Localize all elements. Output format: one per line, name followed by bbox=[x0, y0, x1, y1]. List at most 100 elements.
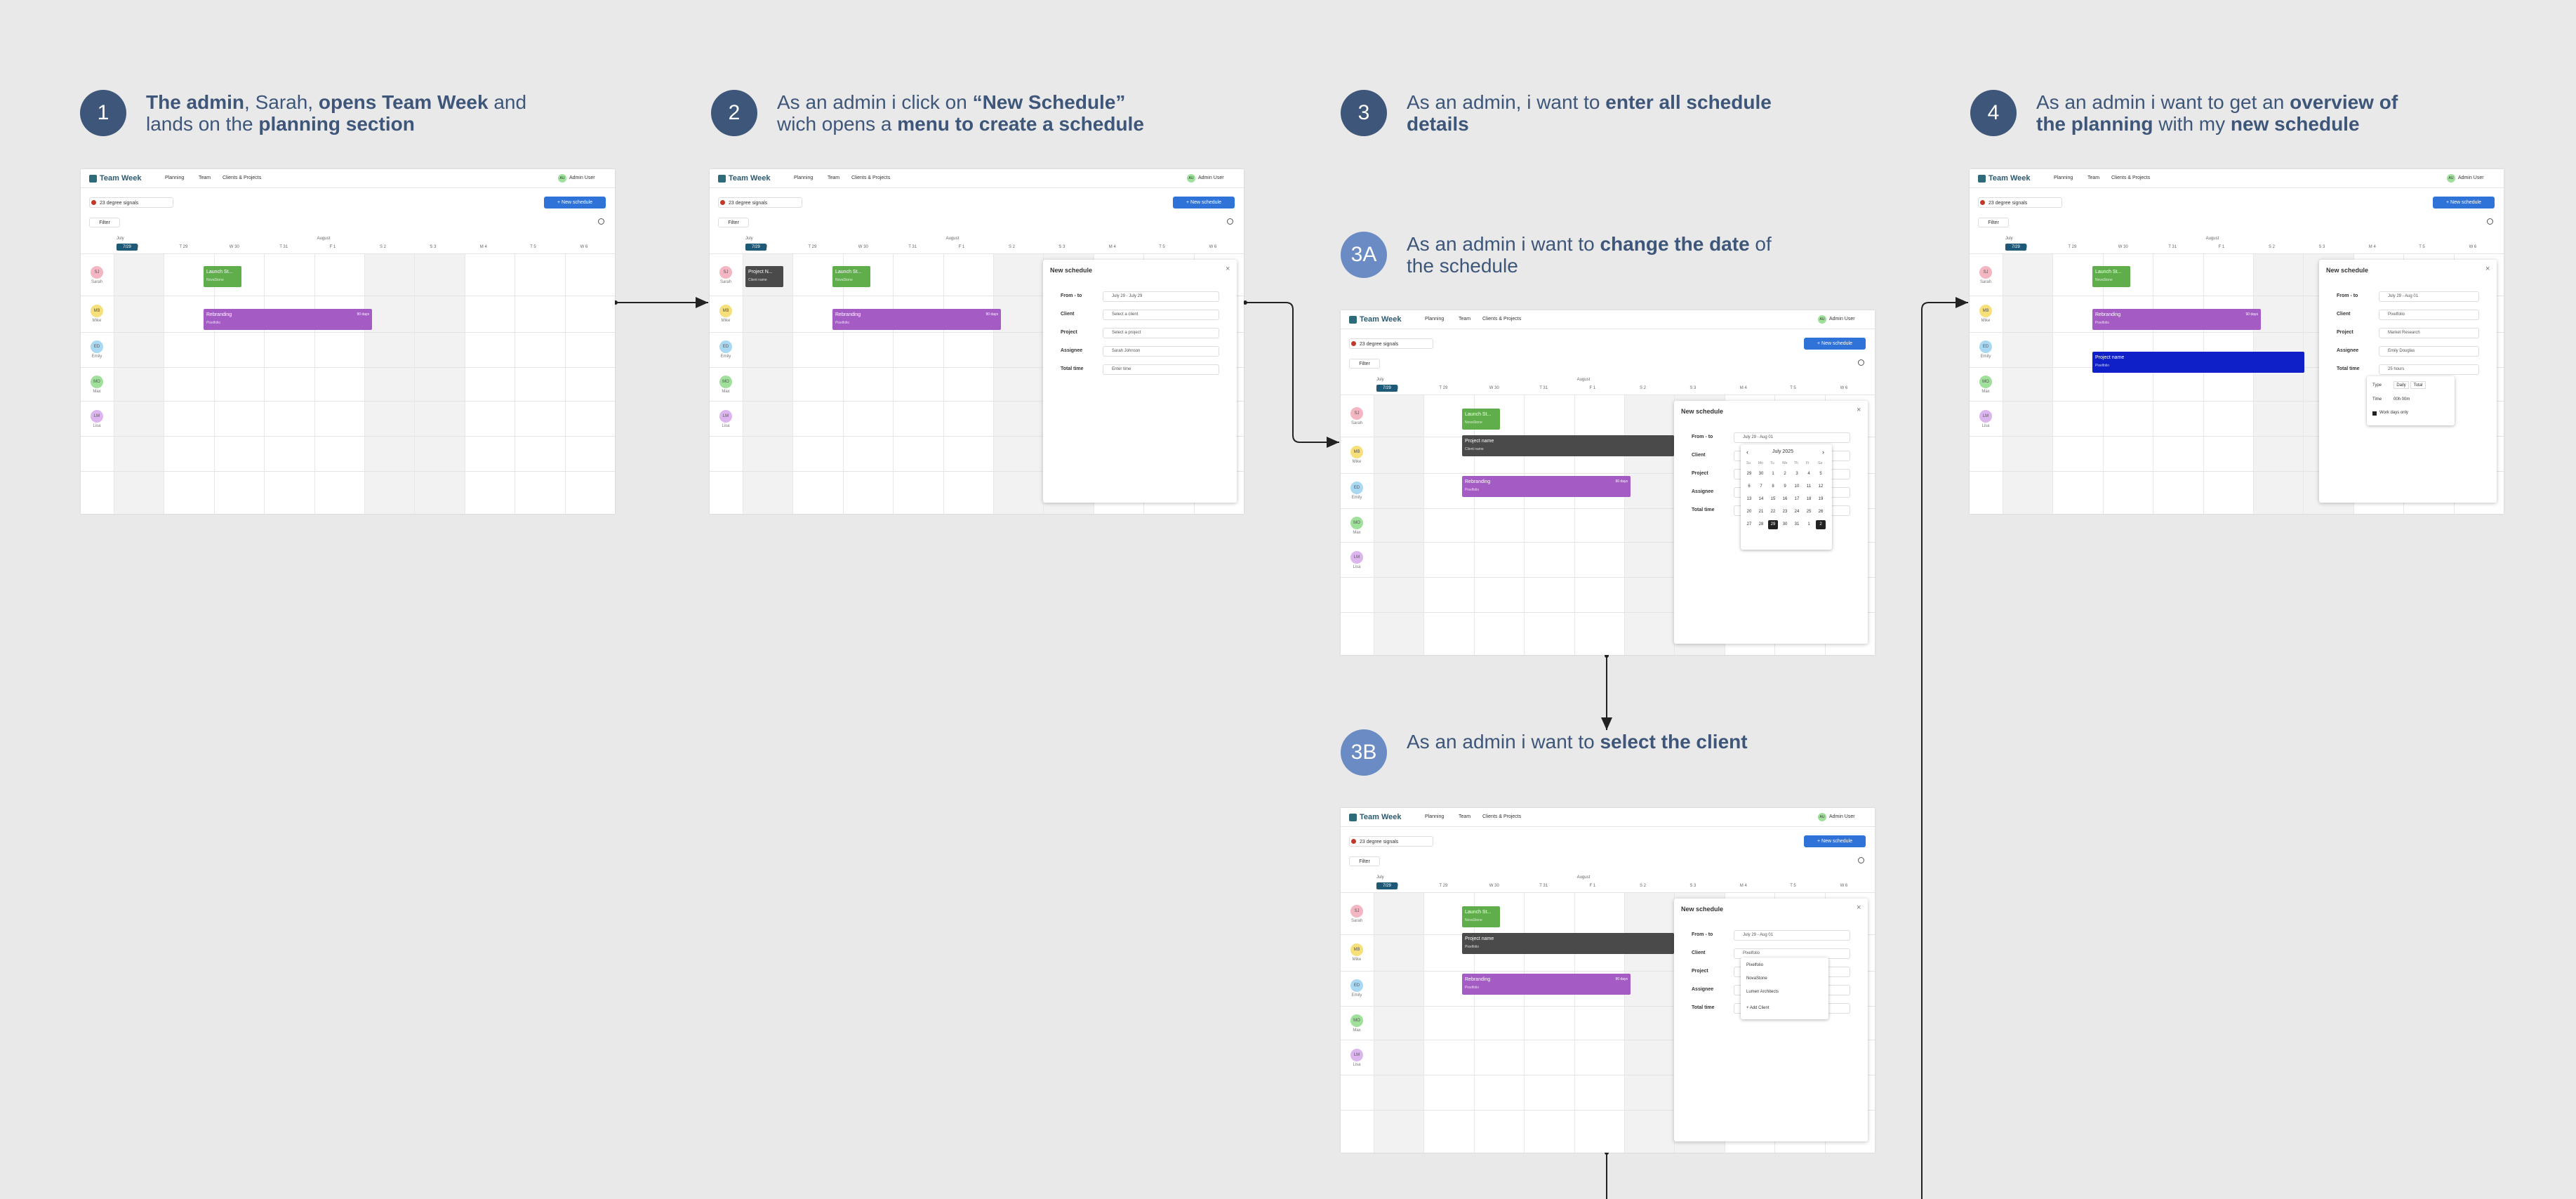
task-bar[interactable]: Project N... Client name bbox=[745, 266, 783, 287]
dropdown-option[interactable]: NovaStone bbox=[1746, 976, 1767, 981]
nav-item[interactable]: Planning bbox=[1425, 814, 1445, 819]
calendar-day[interactable]: 9 bbox=[1784, 484, 1786, 489]
task-bar[interactable]: Launch St... NovaStone bbox=[1462, 409, 1500, 430]
nav-item[interactable]: Clients & Projects bbox=[2111, 175, 2151, 180]
calendar-day[interactable]: 8 bbox=[1772, 484, 1774, 489]
day-label: W 6 bbox=[580, 245, 588, 249]
task-bar[interactable]: Rebranding Pixelfolio 90 days bbox=[832, 309, 1001, 330]
calendar-day[interactable]: 23 bbox=[1782, 510, 1788, 514]
nav-item[interactable]: Clients & Projects bbox=[851, 175, 891, 180]
field-input[interactable]: Emily Douglas bbox=[2379, 346, 2479, 357]
type-option[interactable]: Daily bbox=[2394, 381, 2409, 389]
field-input[interactable]: Select a client bbox=[1103, 310, 1219, 320]
nav-item[interactable]: Clients & Projects bbox=[1482, 814, 1522, 819]
calendar-day[interactable]: 26 bbox=[1818, 510, 1824, 514]
calendar-day[interactable]: 7 bbox=[1760, 484, 1762, 489]
close-button[interactable]: × bbox=[1857, 406, 1861, 414]
nav-item[interactable]: Clients & Projects bbox=[223, 175, 262, 180]
field-input[interactable]: July 29 - July 29 bbox=[1103, 291, 1219, 302]
field-input[interactable]: Market Research bbox=[2379, 328, 2479, 338]
close-button[interactable]: × bbox=[2485, 265, 2490, 273]
field-input[interactable]: July 29 - Aug 01 bbox=[1734, 432, 1850, 443]
calendar-day[interactable]: 28 bbox=[1758, 522, 1764, 526]
nav-item[interactable]: Clients & Projects bbox=[1482, 317, 1522, 322]
today-badge: 7/29 bbox=[1376, 882, 1397, 889]
calendar-day[interactable]: 15 bbox=[1770, 497, 1776, 501]
task-bar[interactable]: Project name Client name bbox=[1462, 435, 1674, 456]
calendar-day[interactable]: 1 bbox=[1807, 522, 1810, 526]
new-schedule-button[interactable]: + New schedule bbox=[1173, 197, 1235, 208]
filter-button[interactable]: Filter bbox=[89, 218, 120, 227]
task-bar[interactable]: Rebranding Pixelfolio 90 days bbox=[1462, 476, 1631, 497]
day-label: T 29 bbox=[1439, 884, 1448, 888]
field-input[interactable]: Select a project bbox=[1103, 328, 1219, 338]
filter-button[interactable]: Filter bbox=[1349, 856, 1380, 866]
task-bar[interactable]: Project name Pixelfolio bbox=[2092, 352, 2304, 373]
calendar-day[interactable]: 19 bbox=[1818, 497, 1824, 501]
task-bar[interactable]: Launch St... NovaStone bbox=[204, 266, 241, 287]
nav-item[interactable]: Team bbox=[1459, 317, 1471, 322]
calendar-day[interactable]: 13 bbox=[1746, 497, 1752, 501]
task-bar[interactable]: Rebranding Pixelfolio 90 days bbox=[2092, 309, 2261, 330]
task-bar[interactable]: Launch St... NovaStone bbox=[2092, 266, 2130, 287]
dropdown-option[interactable]: Lumen Architects bbox=[1746, 990, 1779, 994]
nav-item[interactable]: Planning bbox=[794, 175, 814, 180]
calendar-day[interactable]: 18 bbox=[1806, 497, 1812, 501]
calendar-day[interactable]: 1 bbox=[1772, 472, 1774, 476]
calendar-day[interactable]: 2 bbox=[1784, 472, 1786, 476]
calendar-day[interactable]: 31 bbox=[1794, 522, 1800, 526]
calendar-day[interactable]: 3 bbox=[1795, 472, 1798, 476]
task-bar[interactable]: Rebranding Pixelfolio 90 days bbox=[1462, 974, 1631, 995]
calendar-day[interactable]: 22 bbox=[1770, 510, 1776, 514]
calendar-day[interactable]: 16 bbox=[1782, 497, 1788, 501]
close-button[interactable]: × bbox=[1857, 903, 1861, 912]
calendar-day[interactable]: 6 bbox=[1748, 484, 1751, 489]
filter-button[interactable]: Filter bbox=[718, 218, 749, 227]
field-input[interactable]: 25 hours bbox=[2379, 364, 2479, 375]
calendar-day[interactable]: 14 bbox=[1758, 497, 1764, 501]
field-input[interactable]: July 29 - Aug 01 bbox=[2379, 291, 2479, 302]
nav-item[interactable]: Team bbox=[2087, 175, 2100, 180]
nav-item[interactable]: Planning bbox=[2054, 175, 2073, 180]
calendar-day[interactable]: 20 bbox=[1746, 510, 1752, 514]
day-label: W 6 bbox=[1209, 245, 1217, 249]
field-input[interactable]: Pixelfolio bbox=[2379, 310, 2479, 320]
new-schedule-button[interactable]: + New schedule bbox=[544, 197, 606, 208]
nav-item[interactable]: Planning bbox=[1425, 317, 1445, 322]
calendar-day[interactable]: 21 bbox=[1758, 510, 1764, 514]
calendar-day[interactable]: 10 bbox=[1794, 484, 1800, 489]
calendar-day[interactable]: 2 bbox=[1816, 520, 1826, 529]
nav-item[interactable]: Team bbox=[199, 175, 211, 180]
filter-button[interactable]: Filter bbox=[1978, 218, 2009, 227]
calendar-day[interactable]: 17 bbox=[1794, 497, 1800, 501]
task-bar[interactable]: Project name Pixelfolio bbox=[1462, 933, 1674, 954]
nav-item[interactable]: Planning bbox=[165, 175, 185, 180]
calendar-day[interactable]: 29 bbox=[1768, 520, 1778, 529]
dropdown-option[interactable]: Pixelfolio bbox=[1746, 963, 1764, 967]
calendar-day[interactable]: 30 bbox=[1782, 522, 1788, 526]
calendar-day[interactable]: 29 bbox=[1746, 472, 1752, 476]
type-option[interactable]: Total bbox=[2410, 381, 2426, 389]
calendar-day[interactable]: 12 bbox=[1818, 484, 1824, 489]
calendar-day[interactable]: 4 bbox=[1807, 472, 1810, 476]
calendar-day[interactable]: 11 bbox=[1806, 484, 1812, 489]
calendar-day[interactable]: 5 bbox=[1819, 472, 1822, 476]
nav-item[interactable]: Team bbox=[828, 175, 840, 180]
calendar-day[interactable]: 30 bbox=[1758, 472, 1764, 476]
dropdown-option[interactable]: + Add Client bbox=[1746, 1006, 1770, 1010]
field-input[interactable]: Enter time bbox=[1103, 364, 1219, 375]
close-button[interactable]: × bbox=[1226, 265, 1230, 273]
new-schedule-button[interactable]: + New schedule bbox=[1804, 338, 1866, 350]
field-input[interactable]: July 29 - Aug 01 bbox=[1734, 930, 1850, 941]
calendar-day[interactable]: 24 bbox=[1794, 510, 1800, 514]
field-input[interactable]: Sarah Johnson bbox=[1103, 346, 1219, 357]
calendar-day[interactable]: 27 bbox=[1746, 522, 1752, 526]
task-bar[interactable]: Launch St... NovaStone bbox=[832, 266, 870, 287]
nav-item[interactable]: Team bbox=[1459, 814, 1471, 819]
new-schedule-button[interactable]: + New schedule bbox=[2433, 197, 2495, 208]
task-bar[interactable]: Launch St... NovaStone bbox=[1462, 906, 1500, 927]
calendar-day[interactable]: 25 bbox=[1806, 510, 1812, 514]
new-schedule-button[interactable]: + New schedule bbox=[1804, 835, 1866, 847]
filter-button[interactable]: Filter bbox=[1349, 359, 1380, 369]
task-bar[interactable]: Rebranding Pixelfolio 90 days bbox=[204, 309, 372, 330]
